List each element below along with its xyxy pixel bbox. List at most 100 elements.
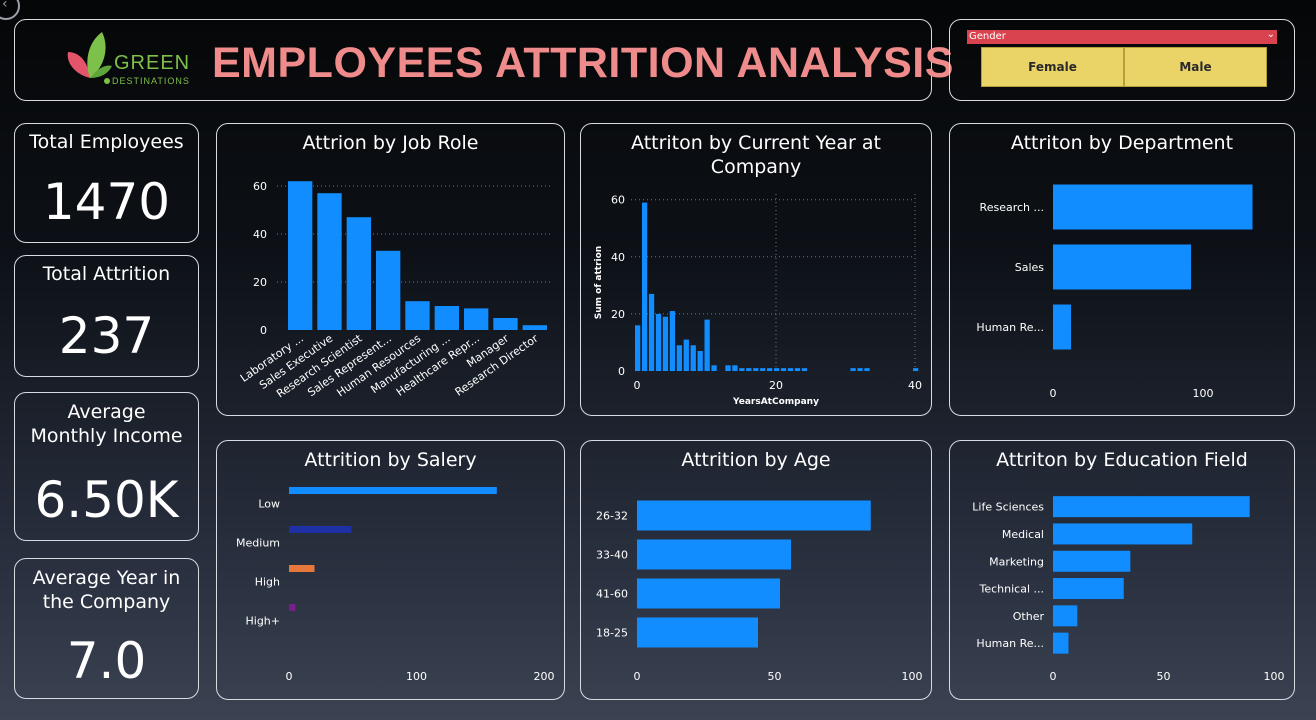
y-tick-label: 40 [611,251,625,264]
bar [289,565,315,572]
bar [655,313,662,371]
x-tick-label: 20 [769,379,783,392]
y-tick-label: Marketing [989,555,1044,568]
bar [317,193,342,330]
bar [637,617,758,648]
kpi-average-monthly-income: Average Monthly Income 6.50K [14,392,199,541]
y-tick-label: Technical ... [979,583,1045,596]
bar [787,368,794,371]
kpi-value: 7.0 [66,632,147,690]
chart-title: Attriton by Department [1010,132,1234,154]
y-tick-label: High [255,576,280,589]
bar [464,308,489,330]
chart-card-education: Attriton by Education Field Life Science… [949,440,1295,700]
bar [669,311,676,371]
y-tick-label: 40 [253,228,267,241]
bar [857,368,863,371]
bar [850,368,856,371]
y-tick-label: Research ... [980,201,1044,214]
slicer-option-male[interactable]: Male [1124,47,1267,87]
salary-chart: Low Medium High High+ 0 100 200 [236,487,555,683]
y-axis-label: Sum of attrion [594,246,604,319]
leaf-logo-icon [67,32,112,78]
y-tick-label: Low [258,498,280,511]
bar [1053,578,1124,600]
bar [1053,523,1193,545]
y-tick-label: Life Sciences [972,501,1044,514]
bar [288,181,313,330]
education-chart: Life Sciences Medical Marketing Technical .… [972,496,1285,683]
kpi-label: Total Employees [29,131,184,153]
chart-card-years-at-company: Attriton by Current Year at Company 0 20 4… [580,123,932,416]
y-tick-label: 20 [253,276,267,289]
bar [522,325,547,330]
bar [732,365,738,371]
bar [690,345,696,371]
y-tick-label: 0 [260,324,267,337]
slicer-option-female[interactable]: Female [981,47,1124,87]
department-chart: Research ... Sales Human Re... 0 100 [976,184,1253,400]
chart-title: Attriton by Current Year at Company [631,132,881,178]
y-tick-label: Other [1013,610,1045,623]
bar [676,345,682,371]
chevron-down-icon[interactable]: ⌄ [1266,29,1275,40]
y-tick-label: 41-60 [596,588,628,601]
y-tick-label: Sales [1015,261,1045,274]
chart-title: Attrion by Job Role [302,132,479,154]
gender-slicer-header[interactable]: Gender ⌄ [967,29,1277,44]
bar [289,526,352,533]
bar [434,306,459,330]
y-tick-label: 0 [618,365,625,378]
bar [1053,496,1250,518]
chart-card-salary: Attrition by Salery Low Medium High High+ 0 1… [216,440,565,700]
bar [767,368,773,371]
header-card [14,19,932,101]
x-tick-label: 100 [1193,387,1214,400]
bar [662,316,669,371]
gender-slicer-card [949,19,1295,101]
bar [637,500,871,531]
y-tick-label: Human Re... [976,321,1044,334]
x-tick-label: 100 [902,670,923,683]
bar [760,368,766,371]
bar [739,368,745,371]
kpi-value: 237 [58,307,155,365]
x-axis-label: YearsAtCompany [732,397,819,407]
y-tick-label: 20 [611,308,625,321]
y-tick-label: 60 [611,194,625,207]
chart-title: Attrition by Salery [304,449,477,471]
bar [711,365,717,371]
y-tick-label: Medical [1002,528,1044,541]
x-tick-label: 40 [908,379,922,392]
x-tick-label: 200 [534,670,555,683]
back-circle-icon[interactable]: ‹ [0,0,20,20]
y-tick-label: Human Re... [976,637,1044,650]
page-title: EMPLOYEES ATTRITION ANALYSIS [212,39,954,87]
y-tick-label: 26-32 [596,510,628,523]
bar [641,202,648,371]
chart-title: Attrition by Age [681,449,831,471]
y-tick-label: 18-25 [596,627,628,640]
y-tick-label: Medium [236,537,280,550]
kpi-label: Average Year in the Company [32,567,181,613]
bar [725,365,731,371]
bar [801,368,808,371]
bar [780,368,787,371]
logo-subtext: DESTINATIONS [112,76,190,86]
gender-slicer-label: Gender [969,31,1006,42]
bar [493,318,518,330]
age-chart: 26-32 33-40 41-60 18-25 0 50 100 [596,500,923,683]
bar [635,325,641,371]
kpi-label: Total Attrition [42,263,171,285]
bar [774,368,780,371]
bar [746,368,752,371]
chart-title: Attriton by Education Field [996,449,1248,471]
bar [289,487,497,494]
bar [753,368,759,371]
bar [1053,550,1131,572]
logo-text: GREEN [114,52,191,74]
x-tick-label: 50 [768,670,782,683]
kpi-label: Average Monthly Income [30,401,183,447]
bar [637,539,791,570]
